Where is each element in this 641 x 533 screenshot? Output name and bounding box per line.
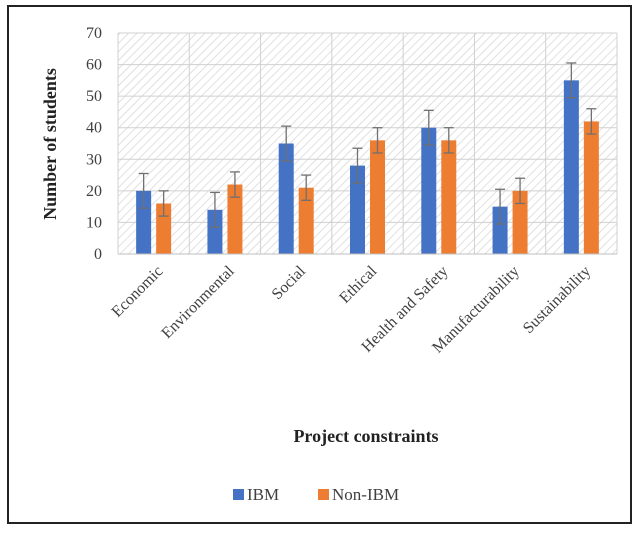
bar: [512, 190, 528, 254]
bars: [118, 62, 617, 255]
bar: [227, 184, 243, 254]
y-tick-label: 40: [86, 120, 102, 137]
x-tick-label: Economic: [109, 263, 167, 321]
y-tick-label: 0: [94, 246, 102, 263]
x-tick-label: Environmental: [158, 262, 238, 342]
y-tick-label: 70: [86, 25, 102, 42]
legend-swatch: [233, 489, 244, 500]
bar: [421, 127, 437, 254]
y-tick-label: 50: [86, 88, 102, 105]
x-tick-label: Sustainability: [520, 263, 594, 337]
x-tick-label: Social: [269, 262, 310, 303]
bar: [370, 140, 385, 254]
bar: [583, 121, 599, 255]
bar: [136, 190, 152, 254]
y-tick-label: 60: [86, 57, 102, 74]
bar: [298, 187, 314, 254]
bar: [278, 143, 294, 254]
bar: [441, 140, 457, 254]
y-axis-title: Number of students: [40, 68, 60, 220]
y-axis-ticks: 0 10 20 30 40 50 60 70: [86, 25, 102, 263]
bar: [207, 209, 223, 254]
legend-swatch: [318, 489, 329, 500]
legend-label: Non-IBM: [332, 485, 399, 504]
x-tick-label: Ethical: [336, 262, 380, 306]
legend-label: IBM: [247, 485, 279, 504]
y-tick-label: 20: [86, 183, 102, 200]
y-tick-label: 30: [86, 151, 102, 168]
x-axis-title: Project constraints: [293, 426, 438, 446]
bar: [492, 206, 508, 254]
plot-area: [118, 33, 617, 254]
legend: IBM Non-IBM: [233, 485, 399, 504]
bar: [563, 80, 579, 254]
bar: [350, 165, 365, 254]
y-tick-label: 10: [86, 214, 102, 231]
